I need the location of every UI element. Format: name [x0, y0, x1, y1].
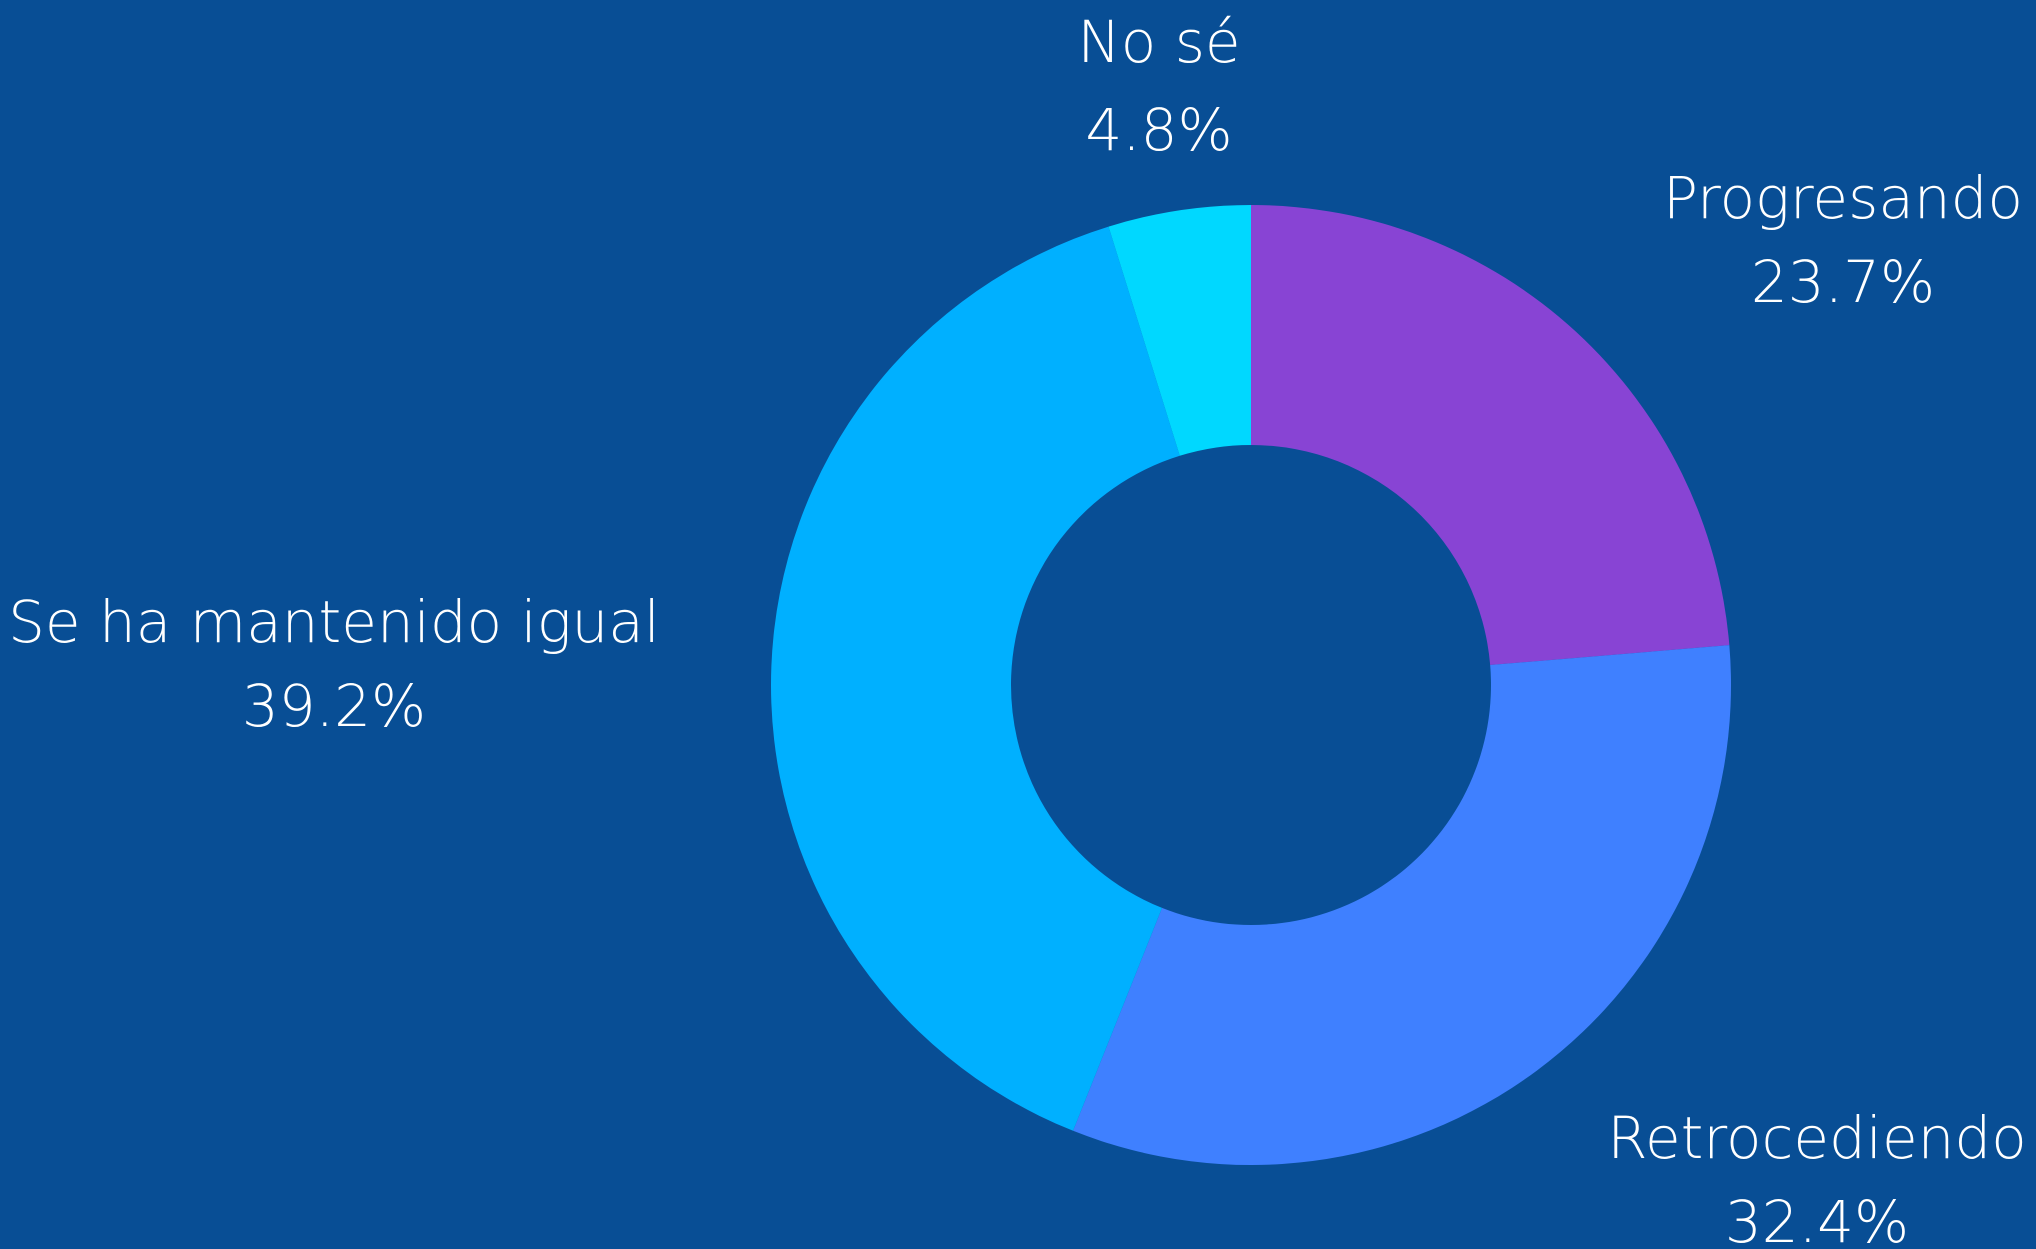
slice-value-progresando: 23.7% — [1751, 248, 1935, 316]
slice-value-no-se: 4.8% — [1085, 96, 1232, 164]
slice-label-no-se: No sé — [1077, 8, 1240, 76]
slice-no-se — [1108, 205, 1251, 456]
slice-value-se-ha-mantenido-igual: 39.2% — [242, 672, 426, 740]
slice-label-retrocediendo: Retrocediendo — [1607, 1104, 2026, 1172]
slice-label-se-ha-mantenido-igual: Se ha mantenido igual — [8, 588, 660, 656]
slice-progresando — [1251, 205, 1730, 666]
slice-se-ha-mantenido-igual — [770, 226, 1180, 1131]
slice-retrocediendo — [1073, 645, 1731, 1165]
slice-value-retrocediendo: 32.4% — [1725, 1188, 1909, 1249]
slice-label-progresando: Progresando — [1663, 164, 2023, 232]
